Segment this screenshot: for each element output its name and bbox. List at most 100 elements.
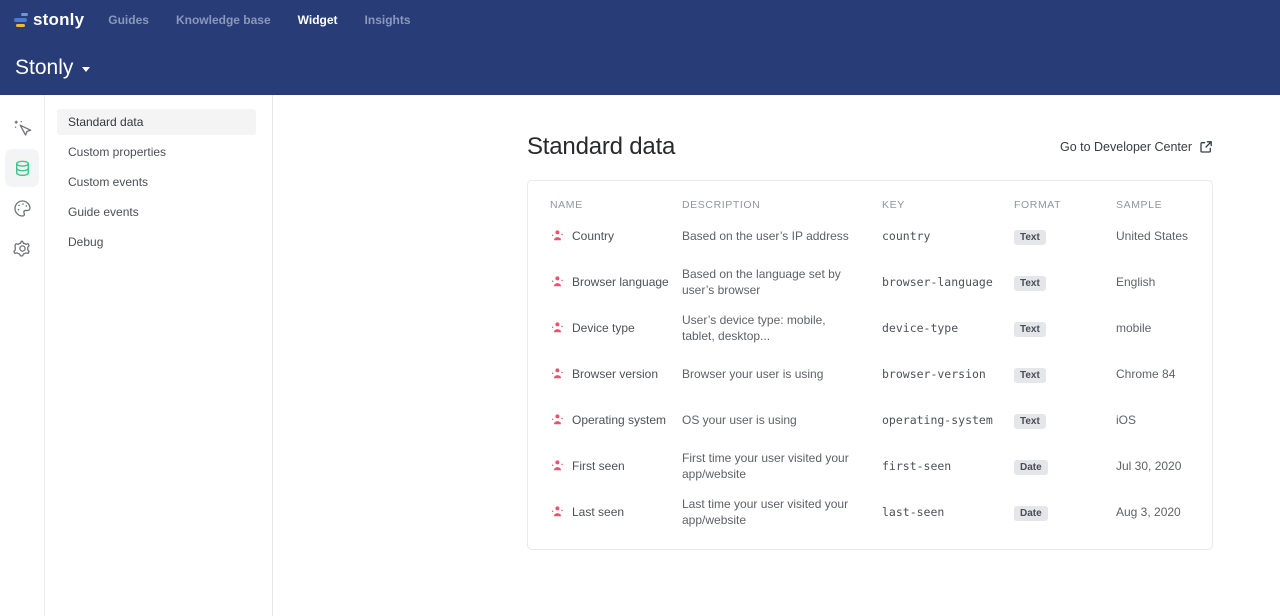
cell-description: Based on the language set by user’s brow… [682, 266, 841, 297]
column-header-sample: SAMPLE [1116, 199, 1163, 211]
row-name-label: Browser language [572, 275, 669, 289]
table-row: Last seen Last time your user visited yo… [528, 489, 1212, 535]
sidebar-item-custom-events[interactable]: Custom events [68, 175, 149, 189]
database-icon [13, 159, 32, 178]
sidebar-item-standard-data[interactable]: Standard data [57, 109, 256, 135]
cell-sample: mobile [1116, 321, 1152, 335]
cell-key: browser-version [882, 367, 986, 381]
format-badge: Text [1014, 368, 1046, 383]
cell-format: Text [1014, 411, 1116, 429]
nav-item-guides[interactable]: Guides [108, 13, 149, 27]
user-attribute-icon [551, 276, 563, 287]
format-badge: Text [1014, 414, 1046, 429]
table-row: Browser version Browser your user is usi… [528, 351, 1212, 397]
cell-key: device-type [882, 321, 959, 335]
standard-data-table: NAME DESCRIPTION KEY FORMAT SAMPLE Count… [527, 180, 1213, 550]
column-header-name: NAME [550, 199, 583, 211]
top-navigation: stonly Guides Knowledge base Widget Insi… [0, 0, 1280, 40]
cell-key: first-seen [882, 459, 952, 473]
user-attribute-icon [551, 460, 563, 471]
palette-icon [13, 199, 32, 218]
table-row: Browser language Based on the language s… [528, 259, 1212, 305]
cell-key: browser-language [882, 275, 993, 289]
stonly-logo-text: stonly [33, 10, 85, 29]
main-content: Standard data Go to Developer Center NAM… [273, 95, 1280, 616]
cell-format: Text [1014, 319, 1116, 337]
magic-cursor-icon [13, 119, 32, 138]
cell-description: Browser your user is using [682, 366, 824, 381]
table-header-row: NAME DESCRIPTION KEY FORMAT SAMPLE [528, 181, 1212, 213]
cell-key: country [882, 229, 931, 243]
cell-key: last-seen [882, 505, 945, 519]
developer-center-link-label: Go to Developer Center [1059, 140, 1192, 154]
sidebar-item-custom-properties[interactable]: Custom properties [68, 145, 167, 159]
cell-name: Browser language [550, 275, 682, 289]
row-name-label: Last seen [572, 505, 625, 519]
workspace-header: Stonly [0, 40, 1280, 95]
cell-format: Text [1014, 365, 1116, 383]
format-badge: Text [1014, 230, 1046, 245]
sidebar-item-guide-events[interactable]: Guide events [68, 205, 139, 219]
cell-name: Browser version [550, 367, 682, 381]
cell-sample: Jul 30, 2020 [1116, 459, 1182, 473]
rail-item-user-data[interactable] [5, 149, 39, 187]
cell-format: Text [1014, 227, 1116, 245]
table-row: Device type User’s device type: mobile, … [528, 305, 1212, 351]
user-attribute-icon [551, 506, 563, 517]
user-attribute-icon [551, 322, 563, 333]
cell-description: Last time your user visited your app/web… [682, 496, 849, 527]
cell-format: Text [1014, 273, 1116, 291]
column-header-key: KEY [882, 199, 905, 211]
chevron-down-icon [82, 67, 91, 72]
cell-name: Last seen [550, 505, 682, 519]
row-name-label: First seen [572, 459, 625, 473]
user-attribute-icon [551, 414, 563, 425]
nav-item-widget[interactable]: Widget [297, 13, 338, 27]
row-name-label: Browser version [572, 367, 659, 381]
workspace-title: Stonly [15, 55, 74, 79]
page-title: Standard data [527, 133, 676, 160]
workspace-switcher[interactable]: Stonly [15, 55, 91, 80]
format-badge: Date [1014, 460, 1048, 475]
cell-format: Date [1014, 457, 1116, 475]
row-name-label: Country [572, 229, 615, 243]
gear-icon [12, 239, 32, 258]
rail-item-interactions[interactable] [5, 109, 39, 147]
format-badge: Text [1014, 276, 1046, 291]
top-header: stonly Guides Knowledge base Widget Insi… [0, 0, 1280, 95]
external-link-icon [1199, 140, 1213, 154]
cell-description: First time your user visited your app/we… [682, 450, 849, 481]
user-attribute-icon [551, 230, 563, 241]
icon-rail [0, 95, 45, 616]
rail-item-settings[interactable] [5, 229, 39, 267]
nav-item-knowledge-base[interactable]: Knowledge base [175, 13, 271, 27]
table-row: Operating system OS your user is using o… [528, 397, 1212, 443]
cell-sample: English [1116, 275, 1156, 289]
cell-key: operating-system [882, 413, 993, 427]
sidebar-item-debug[interactable]: Debug [68, 235, 104, 249]
cell-sample: Chrome 84 [1116, 367, 1176, 381]
cell-sample: Aug 3, 2020 [1116, 505, 1181, 519]
column-header-format: FORMAT [1014, 199, 1062, 211]
nav-item-insights[interactable]: Insights [364, 13, 411, 27]
format-badge: Date [1014, 506, 1048, 521]
table-row: Country Based on the user’s IP address c… [528, 213, 1212, 259]
format-badge: Text [1014, 322, 1046, 337]
settings-sidebar: Standard data Custom properties Custom e… [45, 95, 273, 616]
cell-name: Operating system [550, 413, 682, 427]
cell-description: OS your user is using [682, 412, 797, 427]
cell-description: User’s device type: mobile, tablet, desk… [682, 312, 826, 343]
cell-format: Date [1014, 503, 1116, 521]
cell-name: Country [550, 229, 682, 243]
rail-item-appearance[interactable] [5, 189, 39, 227]
stonly-logo-icon [14, 13, 28, 30]
developer-center-link[interactable]: Go to Developer Center [1060, 140, 1213, 154]
cell-name: Device type [550, 321, 682, 335]
cell-description: Based on the user’s IP address [682, 228, 849, 243]
stonly-logo[interactable]: stonly [14, 10, 84, 30]
cell-sample: iOS [1116, 413, 1137, 427]
cell-name: First seen [550, 459, 682, 473]
table-body: Country Based on the user’s IP address c… [528, 213, 1212, 535]
row-name-label: Device type [572, 321, 635, 335]
column-header-description: DESCRIPTION [682, 199, 761, 211]
